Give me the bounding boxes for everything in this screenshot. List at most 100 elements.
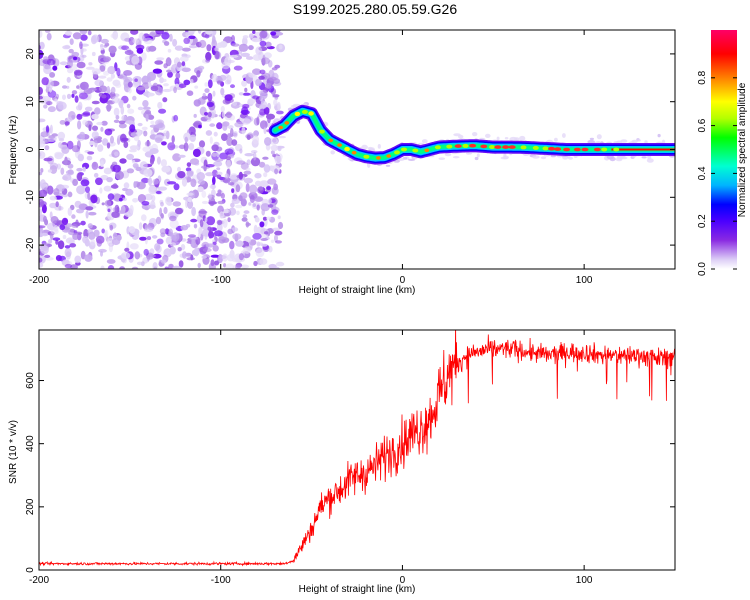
noise-blob [183, 142, 189, 152]
noise-blob [210, 254, 220, 258]
ridge-peak [386, 154, 392, 158]
noise-blob [107, 193, 115, 201]
noise-blob [137, 122, 143, 127]
noise-blob [238, 195, 243, 202]
noise-blob [106, 85, 111, 95]
noise-blob [165, 130, 170, 140]
noise-blob [220, 87, 225, 96]
noise-blob [248, 45, 254, 51]
noise-blob [47, 106, 56, 113]
ridge-peak [344, 146, 350, 152]
noise-blob [216, 80, 222, 85]
noise-blob [226, 254, 235, 262]
noise-blob [205, 130, 213, 136]
noise-blob [69, 243, 77, 248]
ridge-halo-blob [657, 133, 661, 138]
ridge-peak [502, 145, 510, 149]
noise-blob [106, 237, 114, 246]
noise-blob [138, 222, 143, 230]
noise-blob [39, 140, 46, 148]
noise-blob [201, 200, 209, 205]
noise-blob [272, 227, 280, 232]
ridge-halo-blob [361, 144, 368, 150]
noise-blob [150, 120, 155, 125]
ridge-peak [301, 109, 308, 114]
noise-blob [207, 79, 213, 89]
noise-blob [261, 243, 268, 247]
noise-blob [241, 126, 246, 135]
ridge-halo-blob [485, 133, 491, 138]
noise-blob [162, 97, 168, 103]
noise-blob [256, 116, 260, 126]
noise-blob [244, 87, 248, 93]
noise-blob [170, 235, 177, 240]
colorbar-ticks: 0.0 0.2 0.4 0.6 0.8 [697, 70, 737, 276]
noise-blob [174, 77, 180, 86]
noise-blob [269, 137, 279, 145]
noise-blob [111, 96, 119, 104]
noise-blob [97, 144, 104, 152]
noise-blob [152, 68, 163, 74]
noise-blob [87, 223, 93, 229]
noise-blob [107, 208, 111, 213]
noise-blob [181, 67, 191, 73]
snr-x-label: Height of straight line (km) [299, 584, 416, 595]
noise-blob [96, 121, 103, 126]
noise-blob [255, 248, 265, 258]
noise-blob [258, 161, 266, 168]
noise-blob [66, 93, 72, 99]
spectrogram-y-ticks: -20 -10 0 10 20 [25, 48, 675, 252]
noise-blob [73, 56, 78, 61]
noise-blob [153, 266, 157, 269]
spectrogram-image [39, 30, 675, 269]
ridge-peak [469, 143, 477, 148]
noise-blob [277, 146, 282, 152]
noise-blob [263, 172, 268, 178]
noise-blob [83, 88, 93, 95]
noise-blob [207, 111, 212, 118]
ridge-peak [401, 147, 407, 152]
noise-blob [94, 107, 101, 115]
noise-blob [101, 120, 108, 126]
snr-y-tick-label: 600 [25, 372, 36, 389]
noise-blob [47, 169, 53, 173]
noise-blob [146, 46, 151, 53]
noise-blob [111, 237, 121, 246]
noise-blob [113, 107, 120, 117]
noise-blob [178, 154, 186, 158]
noise-blob [268, 245, 273, 253]
noise-blob [91, 161, 99, 170]
ridge-peak [284, 121, 290, 125]
noise-blob [115, 170, 124, 180]
noise-blob [86, 229, 94, 235]
noise-blob [246, 167, 251, 172]
noise-blob [274, 168, 279, 175]
noise-blob [209, 184, 217, 189]
noise-blob [44, 145, 50, 151]
noise-blob [204, 232, 208, 240]
noise-blob [156, 57, 165, 61]
noise-blob [167, 48, 172, 53]
noise-blob [72, 178, 78, 186]
ridge-halo-blob [646, 158, 654, 163]
noise-blob [62, 174, 72, 181]
ridge-peak [573, 147, 581, 152]
noise-blob [41, 77, 50, 86]
noise-blob [67, 207, 73, 216]
noise-blob [270, 144, 279, 152]
noise-blob [208, 201, 218, 205]
snr-x-tick-label: 100 [576, 575, 593, 586]
noise-blob [201, 190, 207, 198]
noise-blob [206, 44, 212, 52]
noise-blob [148, 177, 153, 186]
ridge-peak [278, 125, 284, 130]
noise-blob [241, 217, 248, 222]
snr-y-tick-label: 400 [25, 435, 36, 452]
noise-blob [205, 243, 215, 248]
noise-blob [242, 214, 248, 219]
noise-blob [163, 83, 169, 87]
snr-plot: -200 -100 0 100 0 200 400 600 Height of straig… [8, 329, 676, 595]
noise-blob [204, 88, 210, 93]
noise-blob [110, 86, 116, 94]
spectrogram-x-tick-label: -100 [211, 275, 231, 286]
